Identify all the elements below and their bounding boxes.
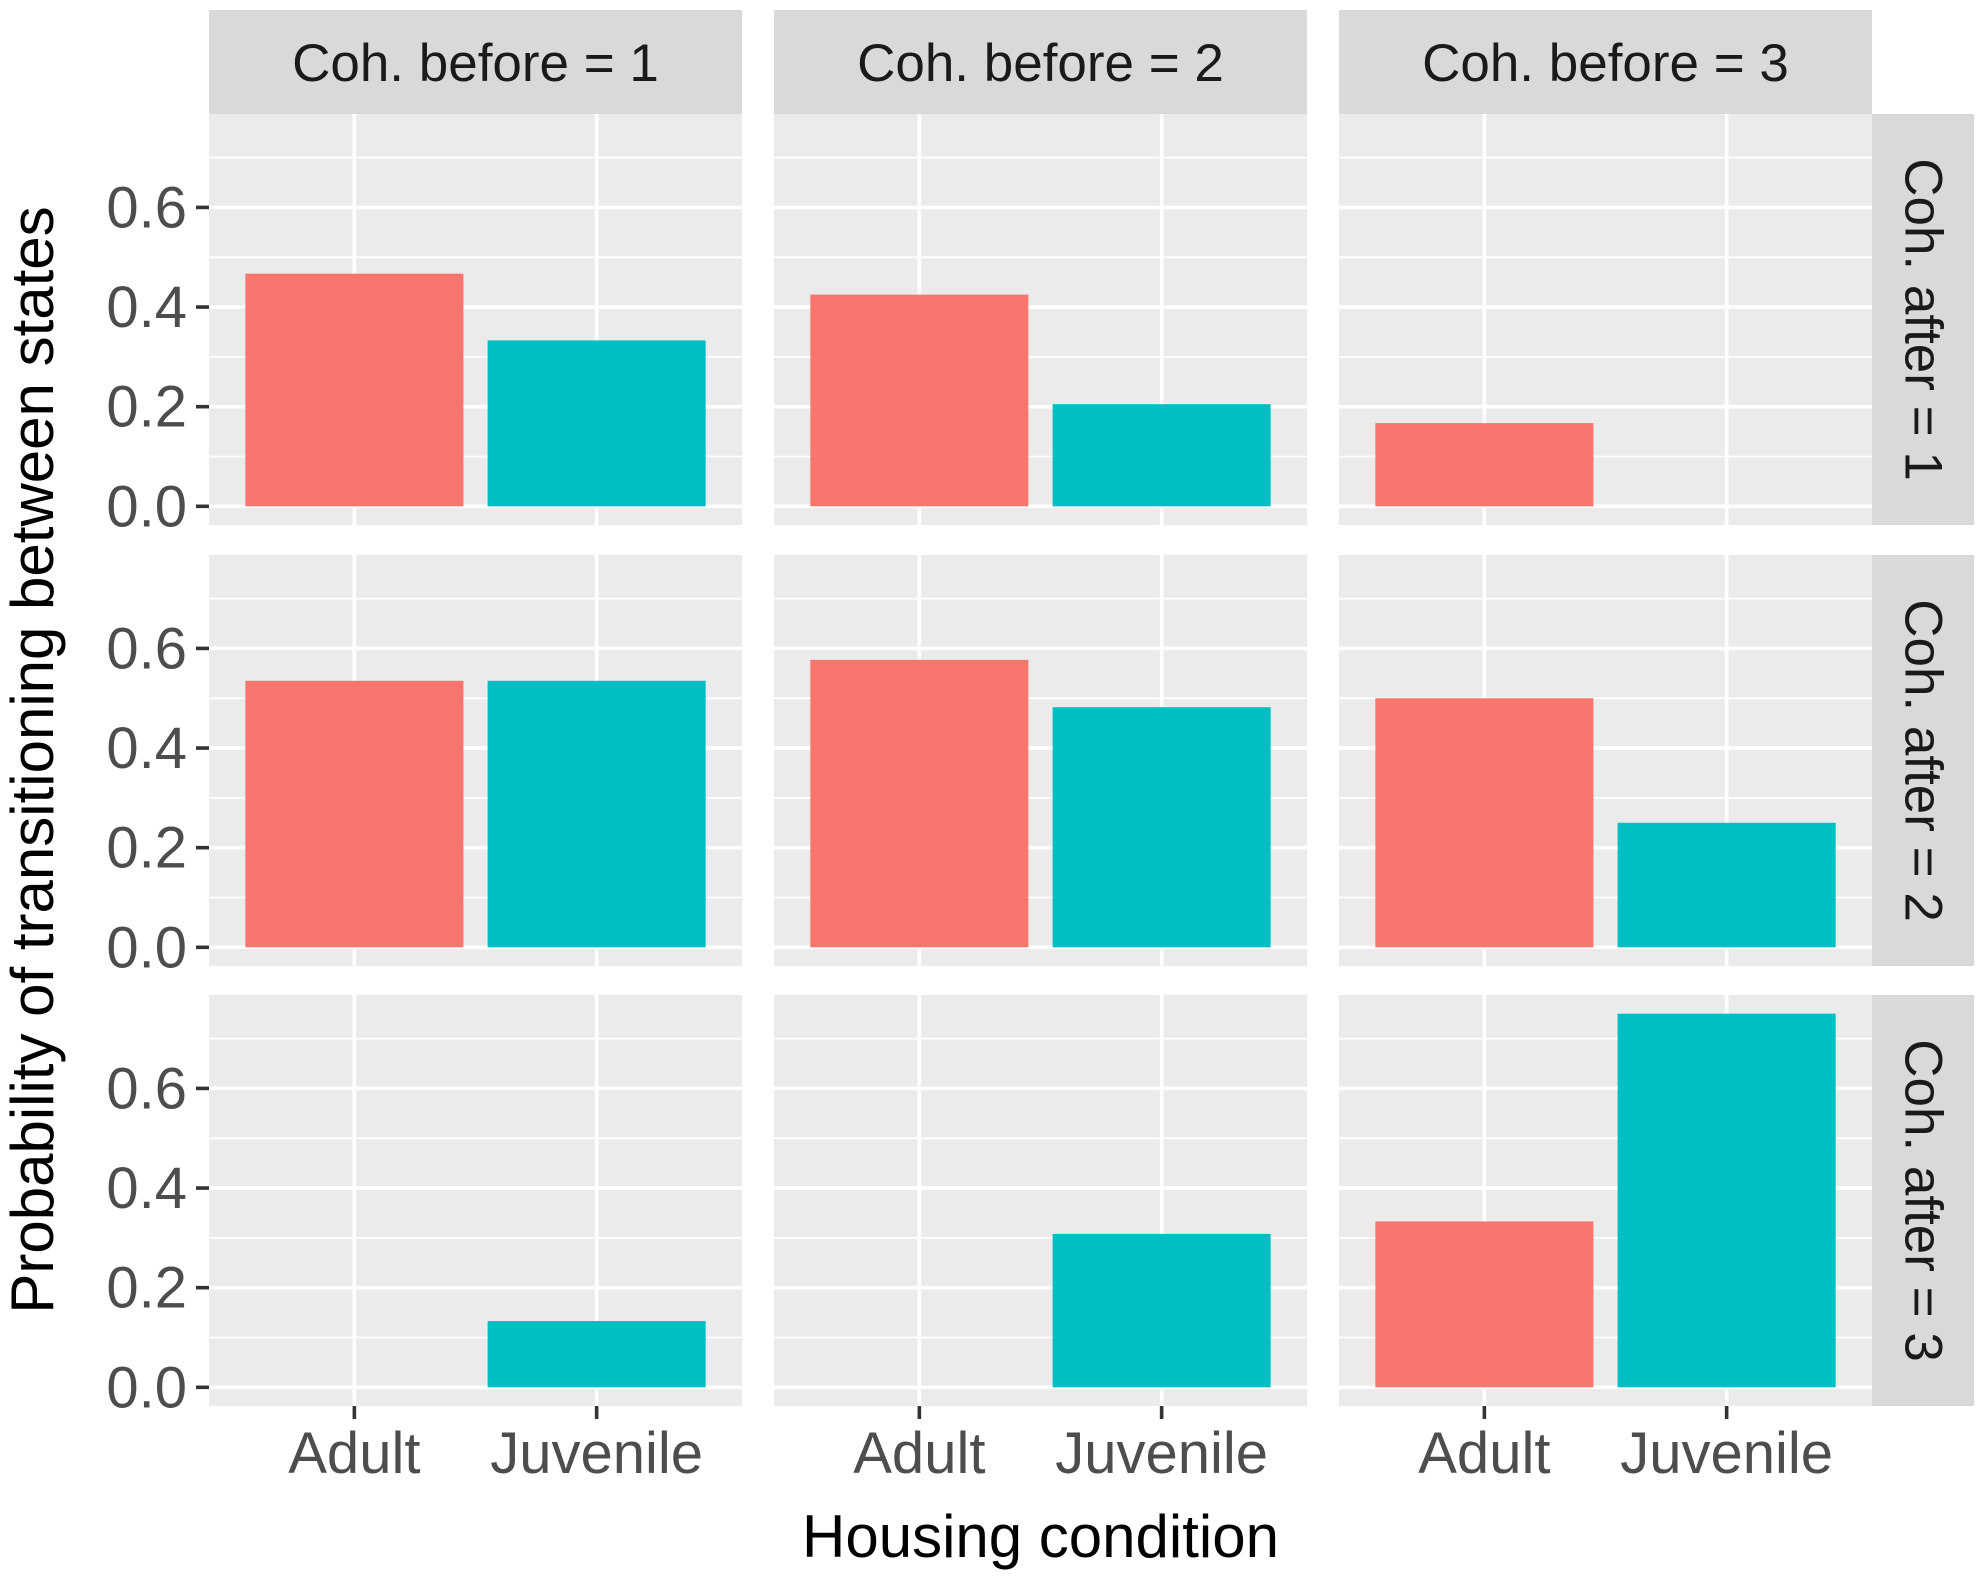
bar-adult-r2-c3 [1375, 698, 1594, 948]
y-tick-label: 0.4 [106, 716, 187, 781]
bar-juvenile-r3-c2 [1052, 1233, 1271, 1388]
x-tick-label: Adult [288, 1421, 420, 1486]
x-tick-label: Juvenile [1055, 1421, 1268, 1486]
bar-juvenile-r3-c3 [1617, 1013, 1836, 1388]
bar-juvenile-r2-c2 [1052, 707, 1271, 948]
y-tick-label: 0.6 [106, 1056, 187, 1121]
bar-adult-r2-c2 [810, 659, 1029, 948]
y-tick-label: 0.6 [106, 175, 187, 240]
column-strip [774, 10, 1307, 114]
bar-juvenile-r2-c1 [487, 680, 706, 948]
bar-adult-r1-c1 [245, 273, 464, 507]
y-tick-label: 0.2 [106, 375, 187, 440]
bar-juvenile-r1-c1 [487, 340, 706, 507]
row-strip-label: Coh. after = 1 [1894, 158, 1953, 481]
row-strip [1872, 995, 1974, 1406]
bar-juvenile-r1-c2 [1052, 404, 1271, 507]
y-tick-label: 0.2 [106, 1256, 187, 1321]
y-tick-label: 0.4 [106, 275, 187, 340]
column-strip-label: Coh. before = 3 [1422, 34, 1789, 93]
bar-juvenile-r2-c3 [1617, 822, 1836, 948]
y-tick-label: 0.4 [106, 1156, 187, 1221]
bar-juvenile-r3-c1 [487, 1321, 706, 1388]
y-axis-title: Probability of transitioning between sta… [0, 206, 66, 1313]
row-strip-label: Coh. after = 2 [1894, 599, 1953, 922]
y-tick-label: 0.0 [106, 915, 187, 980]
row-strip [1872, 114, 1974, 525]
y-tick-label: 0.0 [106, 1355, 187, 1420]
row-strip [1872, 555, 1974, 966]
column-strip-label: Coh. before = 2 [857, 34, 1224, 93]
y-tick-label: 0.6 [106, 616, 187, 681]
bar-adult-r1-c2 [810, 294, 1029, 507]
column-strip-label: Coh. before = 1 [292, 34, 659, 93]
bar-adult-r2-c1 [245, 680, 464, 948]
y-tick-label: 0.0 [106, 474, 187, 539]
x-tick-label: Juvenile [490, 1421, 703, 1486]
row-strip-label: Coh. after = 3 [1894, 1039, 1953, 1362]
x-axis-title: Housing condition [802, 1503, 1279, 1570]
column-strip [1339, 10, 1872, 114]
y-tick-label: 0.2 [106, 816, 187, 881]
x-tick-label: Juvenile [1620, 1421, 1833, 1486]
bar-adult-r1-c3 [1375, 423, 1594, 507]
x-tick-label: Adult [1418, 1421, 1550, 1486]
column-strip [209, 10, 742, 114]
x-tick-label: Adult [853, 1421, 985, 1486]
bar-adult-r3-c3 [1375, 1221, 1594, 1388]
